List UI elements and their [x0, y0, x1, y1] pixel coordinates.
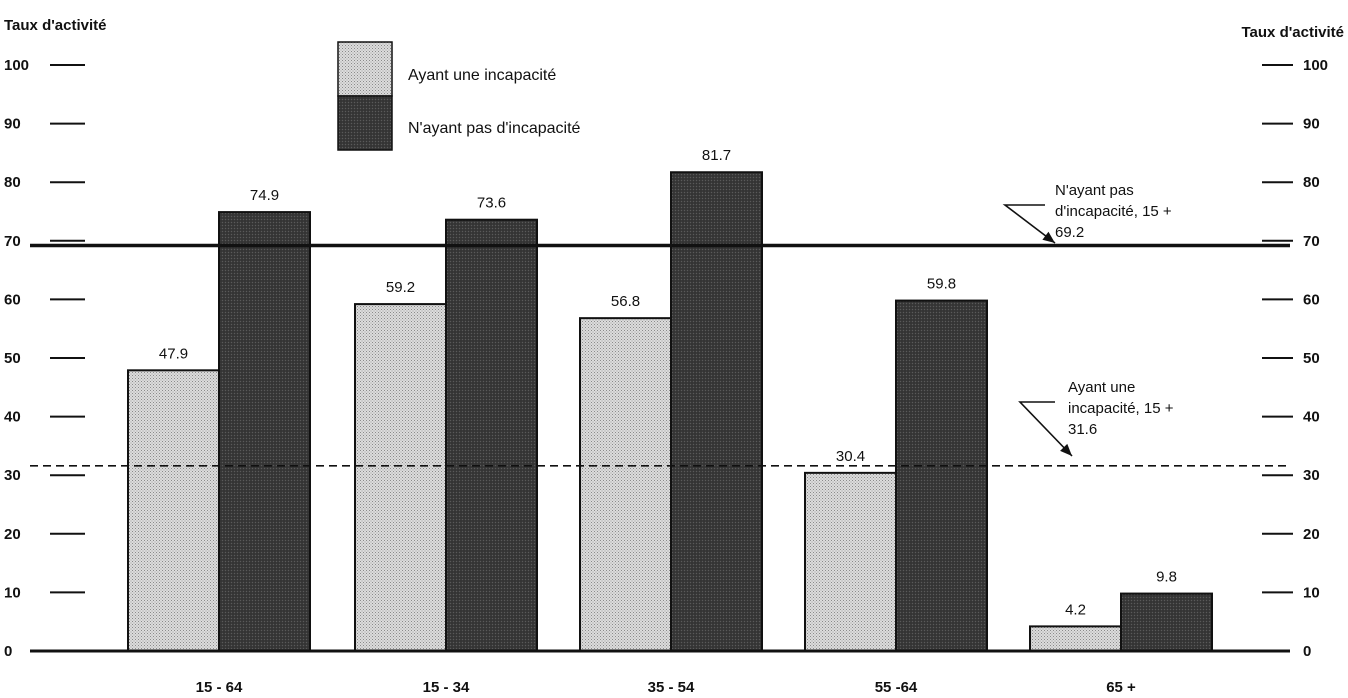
reference-line-label: d'incapacité, 15 + [1055, 203, 1172, 220]
bar-value-label: 4.2 [1065, 601, 1086, 618]
y-tick-label-right: 10 [1303, 584, 1320, 601]
bar-value-label: 9.8 [1156, 569, 1177, 586]
bar-value-label: 56.8 [611, 293, 640, 310]
reference-line-label: incapacité, 15 + [1068, 400, 1174, 417]
bar-with-disability [804, 471, 897, 652]
bar-with-disability [579, 317, 672, 652]
x-category-label: 55 -64 [875, 679, 918, 696]
reference-line-label: N'ayant pas [1055, 182, 1134, 199]
y-tick-label-right: 100 [1303, 57, 1328, 74]
y-tick-label-right: 80 [1303, 174, 1320, 191]
x-category-label: 65 + [1106, 679, 1136, 696]
reference-line-label: 69.2 [1055, 224, 1084, 241]
y-axis-title-right: Taux d'activité [1242, 24, 1345, 41]
bar-value-label: 59.8 [927, 276, 956, 293]
y-tick-label-right: 90 [1303, 116, 1320, 133]
y-tick-label-left: 60 [4, 291, 21, 308]
legend-swatch-with-disability [337, 41, 393, 97]
y-tick-label-left: 0 [4, 643, 12, 660]
bar-with-disability [127, 369, 220, 652]
y-tick-label-left: 20 [4, 526, 21, 543]
bar-value-label: 30.4 [836, 448, 865, 465]
bar-without-disability [895, 299, 988, 652]
y-tick-label-right: 70 [1303, 233, 1320, 250]
y-axis-right: 0 10 20 30 40 50 60 70 80 90 100 [1262, 57, 1328, 660]
y-tick-label-left: 70 [4, 233, 21, 250]
bar-without-disability [1120, 592, 1213, 653]
annotation-arrow [1018, 401, 1073, 457]
x-axis-categories: 15 - 64 15 - 34 35 - 54 55 -64 65 + [196, 679, 1136, 696]
bar-value-label: 81.7 [702, 147, 731, 164]
y-tick-label-left: 100 [4, 57, 29, 74]
legend-label-with-disability: Ayant une incapacité [408, 67, 556, 84]
y-tick-label-left: 80 [4, 174, 21, 191]
annotation-arrowhead [1042, 231, 1055, 243]
y-tick-label-right: 0 [1303, 643, 1311, 660]
x-category-label: 15 - 64 [196, 679, 243, 696]
annotation-arrow [1002, 204, 1056, 244]
x-category-label: 35 - 54 [648, 679, 695, 696]
y-axis-title-left: Taux d'activité [4, 17, 107, 34]
reference-line-label: 31.6 [1068, 421, 1097, 438]
y-tick-label-left: 10 [4, 584, 21, 601]
y-tick-label-left: 90 [4, 116, 21, 133]
bar-value-label: 59.2 [386, 279, 415, 296]
reference-line-label: Ayant une [1068, 379, 1135, 396]
bar-without-disability [218, 211, 311, 652]
y-tick-label-right: 20 [1303, 526, 1320, 543]
y-axis-left: 0 10 20 30 40 50 60 70 80 90 100 [4, 57, 85, 660]
y-tick-label-right: 40 [1303, 409, 1320, 426]
annotation-arrowhead [1060, 443, 1072, 456]
legend-label-without-disability: N'ayant pas d'incapacité [408, 120, 581, 137]
bar-without-disability [445, 218, 538, 652]
bar-value-label: 47.9 [159, 345, 188, 362]
y-tick-label-right: 60 [1303, 291, 1320, 308]
bar-with-disability [1029, 625, 1122, 652]
y-tick-label-left: 30 [4, 467, 21, 484]
bar-value-label: 74.9 [250, 187, 279, 204]
y-tick-label-left: 40 [4, 409, 21, 426]
legend: Ayant une incapacité N'ayant pas d'incap… [337, 41, 581, 151]
bars [127, 171, 1213, 653]
reference-lines: N'ayant pas d'incapacité, 15 + 69.2 Ayant u… [30, 182, 1290, 467]
bar-value-label: 73.6 [477, 195, 506, 212]
x-category-label: 15 - 34 [423, 679, 470, 696]
value-labels: 47.9 74.9 59.2 73.6 56.8 81.7 30.4 59.8 4.2 9.8 [159, 147, 1177, 618]
bar-with-disability [354, 303, 447, 652]
y-tick-label-right: 50 [1303, 350, 1320, 367]
legend-swatch-without-disability [337, 95, 393, 151]
y-tick-label-left: 50 [4, 350, 21, 367]
y-tick-label-right: 30 [1303, 467, 1320, 484]
